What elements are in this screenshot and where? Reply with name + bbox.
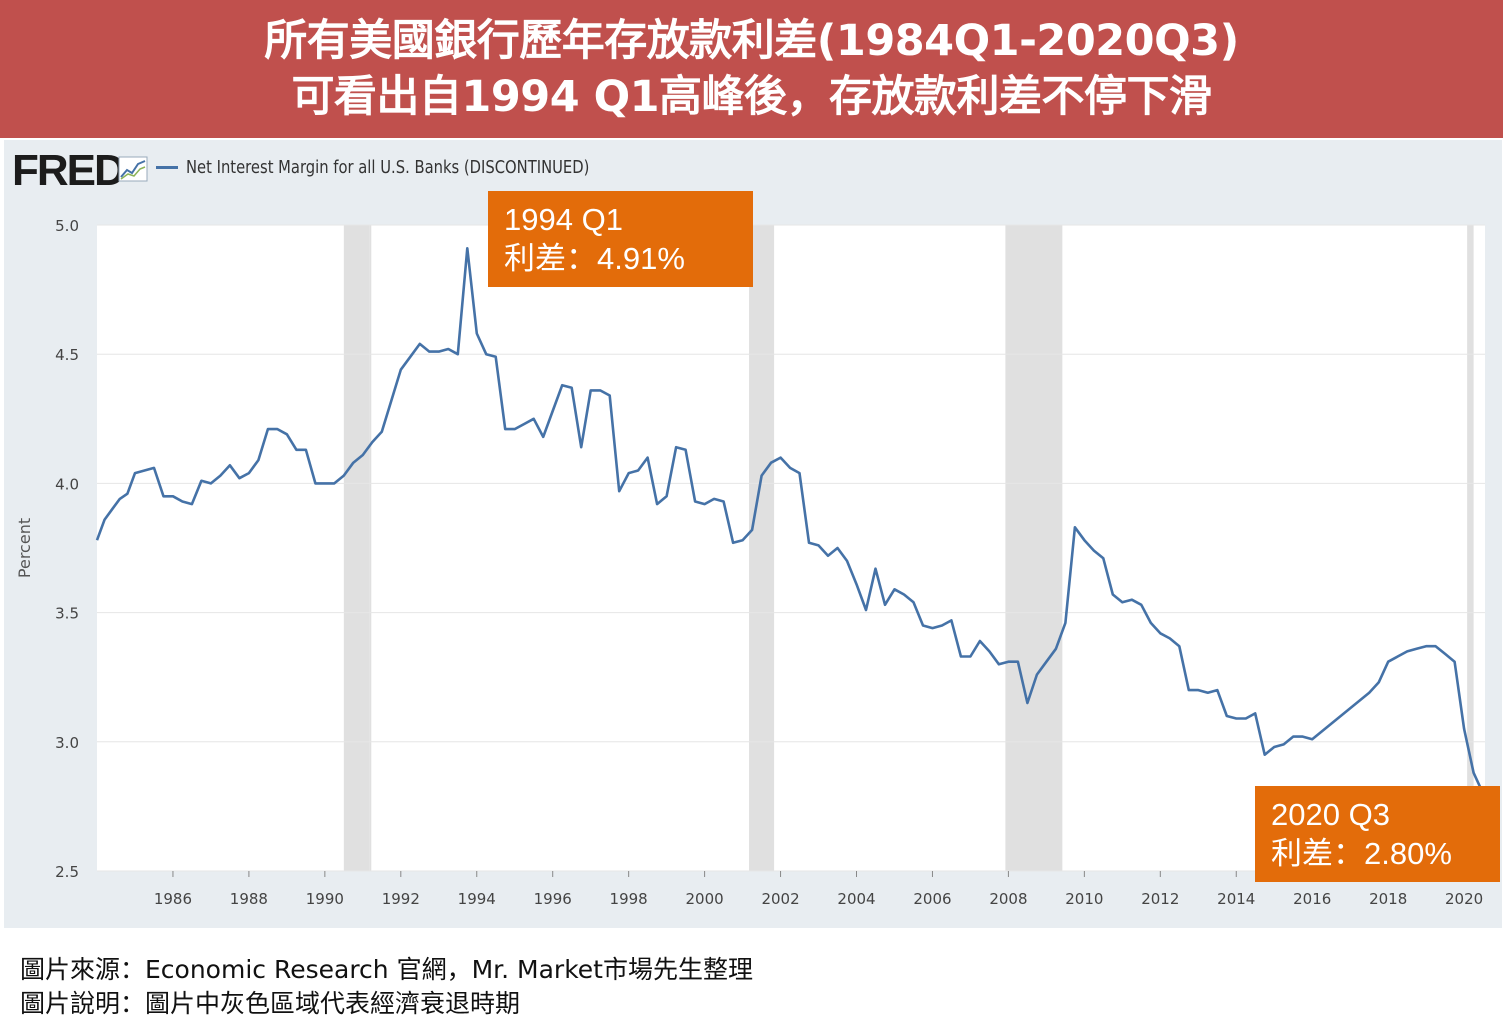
- latest-annotation-period: 2020 Q3: [1271, 797, 1390, 832]
- x-tick-label: 1994: [458, 890, 496, 908]
- x-tick-label: 2010: [1065, 890, 1103, 908]
- x-tick-label: 2004: [837, 890, 875, 908]
- y-tick-label: 5.0: [55, 217, 79, 235]
- x-tick-label: 1986: [154, 890, 192, 908]
- x-tick-label: 2018: [1369, 890, 1407, 908]
- chart-legend: Net Interest Margin for all U.S. Banks (…: [156, 152, 678, 182]
- peak-annotation-value: 利差：4.91%: [504, 241, 685, 276]
- recession-band: [1467, 225, 1474, 871]
- fred-logo: FRED: [12, 146, 126, 195]
- y-tick-label: 4.0: [55, 475, 79, 493]
- recession-band: [369, 225, 372, 871]
- peak-annotation-period: 1994 Q1: [504, 202, 623, 237]
- latest-annotation: 2020 Q3 利差：2.80%: [1255, 786, 1500, 882]
- peak-annotation: 1994 Q1 利差：4.91%: [488, 191, 753, 287]
- banner-title-line2: 可看出自1994 Q1高峰後，存放款利差不停下滑: [291, 72, 1212, 122]
- x-tick-label: 2012: [1141, 890, 1179, 908]
- x-tick-label: 2016: [1293, 890, 1331, 908]
- source-caption: 圖片來源：Economic Research 官網，Mr. Market市場先生…: [20, 955, 753, 984]
- line-chart: 5.0 4.5 4.0 3.5 3.0 2.5 1986 1988 1990 1992 1994 19…: [15, 217, 1485, 908]
- fred-chart-panel: 5.0 4.5 4.0 3.5 3.0 2.5 1986 1988 1990 1992 1994 19…: [4, 140, 1502, 928]
- x-tick-label: 2008: [989, 890, 1027, 908]
- latest-annotation-value: 利差：2.80%: [1271, 836, 1452, 871]
- y-axis-label: Percent: [15, 518, 34, 578]
- recession-band: [343, 225, 370, 871]
- y-tick-label: 3.0: [55, 734, 79, 752]
- line-chart-icon: [118, 156, 148, 182]
- y-tick-label: 4.5: [55, 346, 79, 364]
- series-line: [95, 247, 1485, 795]
- legend-swatch: [156, 165, 178, 169]
- x-tick-label: 1996: [534, 890, 572, 908]
- x-tick-label: 1992: [382, 890, 420, 908]
- banner-title-line1: 所有美國銀行歷年存放款利差(1984Q1-2020Q3): [264, 16, 1239, 66]
- y-tick-label: 3.5: [55, 605, 79, 623]
- y-tick-label: 2.5: [55, 863, 79, 881]
- legend-label: Net Interest Margin for all U.S. Banks (…: [186, 156, 590, 178]
- x-tick-label: 1990: [306, 890, 344, 908]
- x-tick-label: 1998: [610, 890, 648, 908]
- note-caption: 圖片說明：圖片中灰色區域代表經濟衰退時期: [20, 989, 521, 1018]
- x-tick-label: 1988: [230, 890, 268, 908]
- x-tick-label: 2002: [761, 890, 799, 908]
- x-tick-label: 2014: [1217, 890, 1255, 908]
- recession-band: [749, 225, 775, 871]
- recession-band: [1005, 225, 1063, 871]
- x-tick-label: 2020: [1445, 890, 1483, 908]
- plot-area: [97, 225, 1485, 871]
- title-banner: 所有美國銀行歷年存放款利差(1984Q1-2020Q3) 可看出自1994 Q1…: [0, 0, 1503, 138]
- x-tick-label: 2006: [913, 890, 951, 908]
- x-tick-label: 2000: [686, 890, 724, 908]
